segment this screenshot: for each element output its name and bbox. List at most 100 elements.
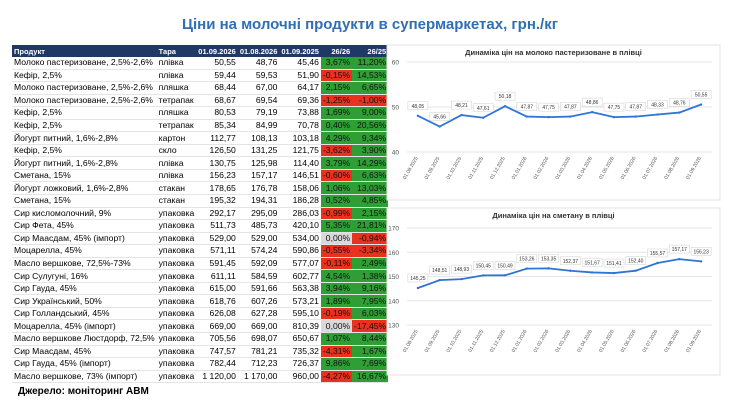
text-cell: Моцарелла, 45%	[12, 244, 157, 258]
table-row: Сметана, 15% плівка 156,23 157,17 146,51 -0,6…	[12, 169, 389, 183]
data-point	[547, 267, 550, 270]
data-point	[569, 269, 572, 272]
change-cell: 2,15%	[352, 207, 389, 221]
data-label-box	[647, 248, 668, 258]
text-cell: упаковка	[156, 257, 197, 271]
text-cell: Йогурт ложковий, 1,6%-2,8%	[12, 181, 157, 195]
price-cell: 781,21	[237, 345, 280, 359]
data-line	[417, 103, 702, 128]
change-cell: 13,03%	[352, 181, 389, 195]
data-point	[678, 111, 681, 114]
change-cell: 1,89%	[320, 294, 353, 308]
change-cell: -4,31%	[320, 345, 353, 359]
price-cell: 590,86	[279, 244, 321, 258]
x-tick-label: 01.09.2026	[685, 156, 703, 181]
table-row: Сир кисломолочний, 9% упаковка 292,17 295,0…	[12, 207, 389, 221]
data-label-box	[690, 247, 712, 256]
change-cell: 4,85%	[352, 194, 389, 208]
table-row: Кефір, 2,5% скло 126,50 131,25 121,75 -3,62% 3…	[12, 144, 389, 158]
text-cell: упаковка	[156, 244, 197, 258]
price-cell: 125,98	[237, 156, 280, 170]
text-cell: плівка	[156, 156, 197, 170]
text-cell: упаковка	[156, 307, 197, 321]
data-point	[612, 115, 616, 119]
column-header: Продукт	[12, 45, 157, 57]
text-cell: Кефір, 2,5%	[12, 106, 157, 120]
price-cell: 68,44	[196, 81, 238, 95]
data-label: 47,87	[564, 105, 577, 111]
table-row: Сир Гауда, 45% (імпорт) упаковка 782,44 712…	[12, 357, 389, 371]
table-row: Сир Маасдам, 45% упаковка 747,57 781,21 735,…	[12, 345, 389, 359]
data-point	[678, 257, 681, 261]
table-row: Молоко пастеризоване, 2,5%-2,6% тетрапак 6…	[12, 94, 389, 108]
price-cell: 420,10	[279, 219, 321, 233]
change-cell: 6,63%	[352, 169, 389, 183]
data-point	[482, 274, 485, 277]
text-cell: упаковка	[156, 282, 197, 296]
table-header: Продукт Тара 01.09.2026 01.08.2026 01.09.202…	[12, 45, 389, 57]
price-cell: 59,53	[237, 69, 280, 83]
x-tick-label: 01.09.2026	[685, 329, 703, 354]
x-tick-label: 01.02.2026	[533, 156, 551, 181]
price-cell: 80,53	[196, 106, 238, 120]
data-label-box	[669, 244, 690, 254]
x-tick-label: 01.02.2026	[533, 329, 551, 354]
change-cell: 3,90%	[352, 144, 389, 158]
data-label-box	[451, 264, 472, 274]
data-label: 47,61	[477, 106, 490, 112]
price-cell: 534,00	[279, 232, 321, 246]
price-cell: 126,50	[196, 144, 238, 158]
text-cell: Молоко пастеризоване, 2,5%-2,6%	[12, 57, 157, 70]
price-cell: 529,00	[237, 232, 280, 246]
x-tick-label: 01.07.2026	[642, 329, 660, 354]
y-tick-label: 140	[388, 298, 399, 305]
x-tick-label: 01.12.2025	[489, 156, 507, 181]
change-cell: -0,55%	[320, 244, 353, 258]
price-cell: 178,65	[196, 181, 238, 195]
text-cell: пляшка	[156, 106, 197, 120]
text-cell: упаковка	[156, 207, 197, 221]
price-cell: 70,78	[279, 119, 321, 133]
x-tick-label: 01.08.2025	[402, 156, 420, 181]
data-point	[416, 114, 420, 117]
text-cell: плівка	[156, 57, 197, 70]
data-point	[656, 113, 659, 116]
price-cell: 295,09	[237, 207, 280, 221]
data-label-box	[647, 100, 668, 109]
change-cell: 14,53%	[352, 69, 389, 83]
data-label: 157,17	[672, 247, 688, 253]
text-cell: Сир Гауда, 45% (імпорт)	[12, 357, 157, 371]
price-cell: 627,28	[237, 307, 280, 321]
table-row: Молоко пастеризоване, 2,5%-2,6% пляшка 68,…	[12, 81, 389, 95]
data-point	[699, 260, 703, 263]
price-cell: 194,31	[237, 194, 280, 208]
change-cell: 20,56%	[352, 119, 389, 133]
change-cell: 1,69%	[320, 106, 353, 120]
table-row: Сир Український, 50% упаковка 618,76 607,26…	[12, 294, 389, 308]
text-cell: Моцарелла, 45% (імпорт)	[12, 319, 157, 334]
change-cell: 9,34%	[352, 131, 389, 145]
price-cell: 669,00	[196, 319, 238, 334]
price-cell: 51,90	[279, 69, 321, 83]
data-label: 48,33	[651, 103, 664, 109]
data-label: 47,75	[542, 105, 555, 111]
change-cell: 1,06%	[320, 181, 353, 195]
table-row: Кефір, 2,5% пляшка 80,53 79,19 73,88 1,69% 9,0…	[12, 106, 389, 120]
text-cell: Кефір, 2,5%	[12, 144, 157, 158]
price-table: Продукт Тара 01.09.2026 01.08.2026 01.09.202…	[12, 45, 389, 384]
text-cell: Сир Маасдам, 45%	[12, 345, 157, 359]
table-row: Йогурт питний, 1,6%-2,8% картон 112,77 108,…	[12, 131, 389, 145]
price-cell: 112,77	[196, 131, 238, 145]
data-label-box	[407, 273, 429, 283]
text-cell: Йогурт питний, 1,6%-2,8%	[12, 131, 157, 145]
data-label: 48,76	[673, 101, 686, 107]
column-header: 26/26	[320, 45, 353, 57]
change-cell: 7,69%	[352, 357, 389, 371]
price-cell: 176,78	[237, 181, 280, 195]
data-line	[417, 258, 702, 289]
text-cell: тетрапак	[156, 119, 197, 133]
price-cell: 292,17	[196, 207, 238, 221]
change-cell: 14,29%	[352, 156, 389, 170]
price-cell: 607,26	[237, 294, 280, 308]
